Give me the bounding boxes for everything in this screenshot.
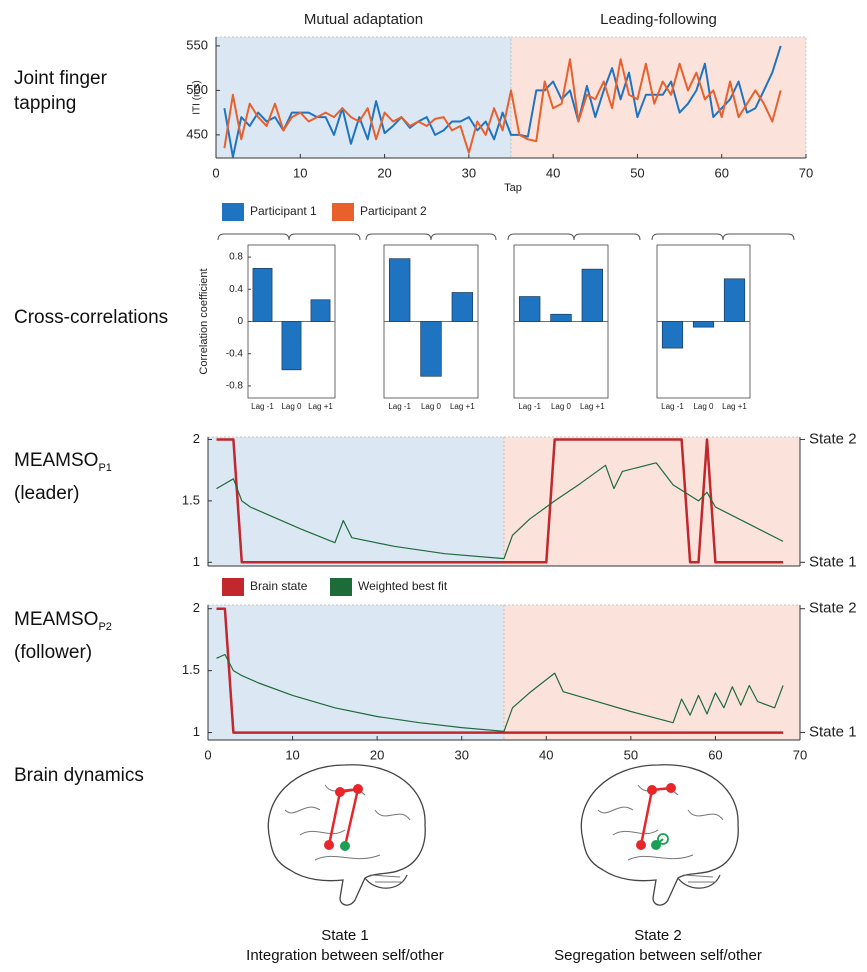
- row-label: Brain dynamics: [14, 763, 164, 788]
- x-tick-label: Lag -1: [251, 402, 274, 411]
- x-tick-label: 10: [285, 747, 299, 762]
- bar: [452, 293, 473, 322]
- state-description: Integration between self/other: [215, 946, 475, 966]
- x-tick-label: Lag -1: [388, 402, 411, 411]
- legend-label: Weighted best fit: [358, 579, 448, 593]
- x-tick-label: Lag 0: [693, 402, 714, 411]
- row-label: MEAMSOP1 (leader): [14, 448, 164, 506]
- y-tick-label: -0.4: [226, 348, 244, 359]
- row-label: MEAMSO: [14, 609, 98, 630]
- x-tick-label: 50: [630, 165, 644, 180]
- bar: [519, 297, 540, 322]
- y-tick-label: 1: [193, 724, 200, 739]
- x-tick-label: Lag +1: [450, 402, 475, 411]
- bar: [389, 259, 410, 322]
- y2-tick-label: State 2: [809, 600, 857, 617]
- legend-label: Participant 1: [250, 204, 317, 218]
- row-label: MEAMSO: [14, 450, 98, 471]
- y-tick-label: 450: [186, 126, 208, 141]
- x-tick-label: Lag +1: [580, 402, 605, 411]
- region: [208, 605, 504, 740]
- legend-label: Brain state: [250, 579, 308, 593]
- x-tick-label: Lag 0: [281, 402, 302, 411]
- y-axis-label: Correlation coefficient: [198, 268, 210, 374]
- row-label: Joint finger tapping: [14, 66, 134, 116]
- x-tick-label: 30: [454, 747, 468, 762]
- legend-swatch: [222, 578, 244, 596]
- x-tick-label: Lag +1: [308, 402, 333, 411]
- x-tick-label: Lag -1: [661, 402, 684, 411]
- x-tick-label: 70: [793, 747, 807, 762]
- y-tick-label: 2: [193, 600, 200, 615]
- row-label: Cross-correlations: [14, 305, 194, 330]
- region: [216, 37, 511, 158]
- state-title: State 2: [528, 926, 788, 946]
- x-tick-label: 20: [370, 747, 384, 762]
- bar: [311, 300, 330, 322]
- y-tick-label: 1: [193, 554, 200, 569]
- region-label: Mutual adaptation: [304, 11, 423, 28]
- y-tick-label: 550: [186, 37, 208, 52]
- row-label-subscript: P1: [98, 462, 111, 474]
- bar: [582, 269, 603, 321]
- bar: [253, 268, 272, 321]
- row-label-note: (follower): [14, 642, 92, 663]
- x-tick-label: Lag 0: [551, 402, 572, 411]
- x-tick-label: 70: [799, 165, 813, 180]
- legend-label: Participant 2: [360, 204, 427, 218]
- x-tick-label: 60: [708, 747, 722, 762]
- legend-swatch: [332, 203, 354, 221]
- x-tick-label: 0: [204, 747, 211, 762]
- x-tick-label: 40: [539, 747, 553, 762]
- x-tick-label: 10: [293, 165, 307, 180]
- x-tick-label: 0: [212, 165, 219, 180]
- region-label: Leading-following: [600, 11, 717, 28]
- y-tick-label: 1.5: [182, 662, 200, 677]
- bar: [551, 314, 572, 321]
- y-axis-label: ITI (ms): [192, 80, 203, 114]
- y2-tick-label: State 1: [809, 553, 857, 570]
- x-tick-label: 20: [377, 165, 391, 180]
- y2-tick-label: State 1: [809, 724, 857, 741]
- legend-swatch: [330, 578, 352, 596]
- bar: [724, 279, 744, 322]
- legend-swatch: [222, 203, 244, 221]
- y2-tick-label: State 2: [809, 430, 857, 447]
- figure: Mutual adaptation Leading-following 450 50 0…: [0, 0, 867, 972]
- region: [511, 37, 806, 158]
- x-tick-label: 30: [462, 165, 476, 180]
- y-tick-label: 0: [237, 316, 243, 327]
- state-title: State 1: [215, 926, 475, 946]
- bar: [421, 322, 442, 377]
- y-tick-label: -0.8: [226, 381, 244, 392]
- region: [208, 437, 504, 566]
- region: [504, 605, 800, 740]
- brain: [581, 765, 738, 905]
- x-tick-label: 60: [714, 165, 728, 180]
- bar: [662, 322, 682, 349]
- x-tick-label: Lag +1: [722, 402, 747, 411]
- row-label: MEAMSOP2 (follower): [14, 607, 164, 665]
- row-label-subscript: P2: [98, 621, 111, 633]
- x-tick-label: Lag -1: [518, 402, 541, 411]
- row-label-note: (leader): [14, 483, 79, 504]
- state-description: Segregation between self/other: [528, 946, 788, 966]
- y-tick-label: 2: [193, 431, 200, 446]
- x-tick-label: 50: [624, 747, 638, 762]
- brain: [268, 765, 425, 905]
- bar: [693, 322, 713, 328]
- bar: [282, 322, 301, 370]
- x-tick-label: 40: [546, 165, 560, 180]
- braces: [218, 234, 794, 240]
- y-tick-label: 0.4: [229, 284, 243, 295]
- y-tick-label: 1.5: [182, 492, 200, 507]
- y-tick-label: 0.8: [229, 252, 243, 263]
- x-tick-label: Lag 0: [421, 402, 442, 411]
- x-axis-label: Tap: [504, 182, 522, 194]
